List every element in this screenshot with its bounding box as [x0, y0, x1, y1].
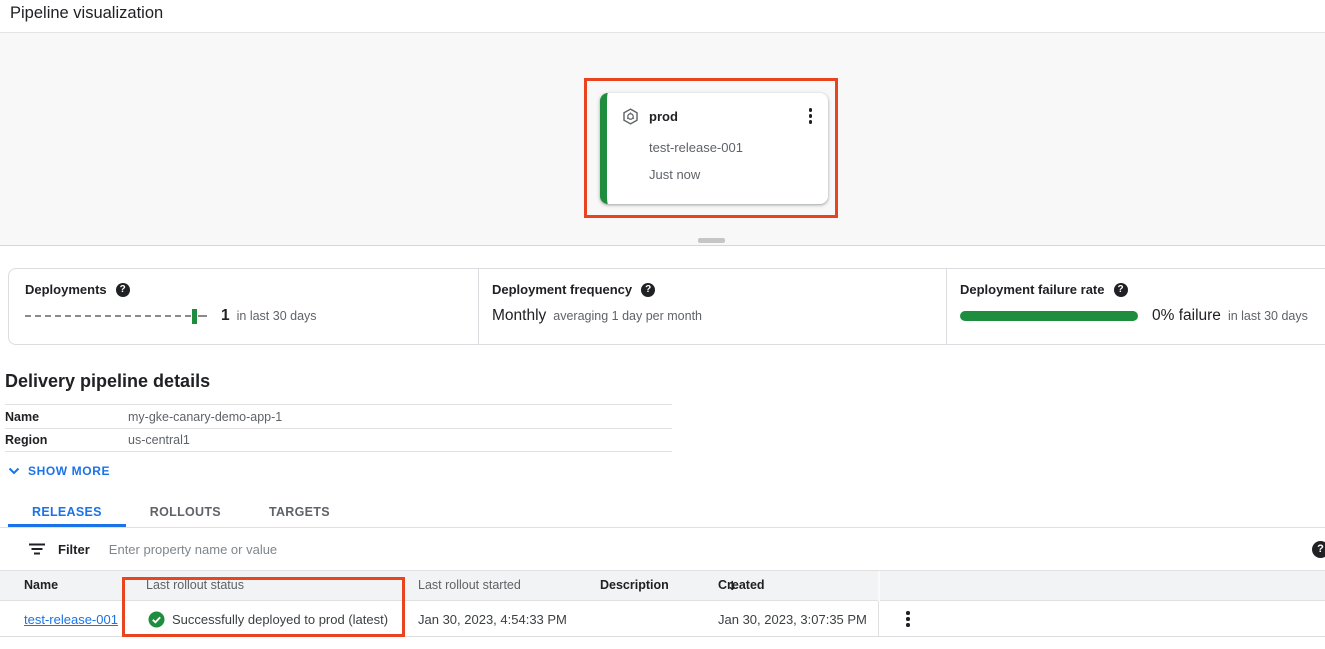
annotation-highlight-box-card: [584, 78, 838, 218]
card-more-options-button[interactable]: [805, 105, 817, 127]
target-card-header: prod: [622, 105, 816, 127]
deployments-help-icon[interactable]: ?: [115, 282, 130, 297]
metric-deployments: Deployments ? 1 in last 30 days: [9, 269, 478, 344]
metric-failure-rate: Deployment failure rate ? 0% failure in …: [946, 269, 1325, 344]
card-deploy-time: Just now: [649, 167, 701, 183]
details-heading: Delivery pipeline details: [5, 371, 211, 391]
gke-cluster-icon: [623, 107, 638, 125]
details-region-label: Region: [5, 433, 48, 447]
column-header-description[interactable]: Description: [600, 578, 669, 592]
details-region-value: us-central1: [128, 433, 190, 447]
row-column-divider: [878, 601, 879, 637]
filter-input[interactable]: [108, 541, 1009, 557]
details-name-label: Name: [5, 409, 40, 424]
releases-table-header: Name Last rollout status Last rollout st…: [0, 571, 1325, 601]
show-more-label: SHOW MORE: [28, 464, 111, 478]
deployments-sparkline-bar: [192, 308, 197, 324]
kebab-icon: [808, 107, 812, 125]
created-cell: Jan 30, 2023, 3:07:35 PM: [718, 611, 867, 627]
tab-bar: RELEASES ROLLOUTS TARGETS: [0, 498, 1325, 528]
failure-rate-help-icon[interactable]: ?: [1113, 282, 1128, 297]
metric-frequency: Deployment frequency ? Monthly averaging…: [478, 269, 946, 344]
metric-failure-rate-suffix: in last 30 days: [1227, 309, 1308, 323]
show-more-button[interactable]: SHOW MORE: [8, 464, 110, 478]
details-row-name: Name my-gke-canary-demo-app-1: [5, 404, 672, 428]
details-row-region: Region us-central1: [5, 428, 672, 452]
rollout-started-cell: Jan 30, 2023, 4:54:33 PM: [418, 611, 567, 627]
filter-bar: Filter ?: [0, 528, 1325, 571]
metric-deployments-label: Deployments: [25, 282, 107, 297]
tab-rollouts[interactable]: ROLLOUTS: [149, 505, 221, 519]
success-check-icon: [148, 611, 165, 627]
column-header-last-rollout-started: Last rollout started: [418, 578, 521, 592]
metric-failure-rate-value: 0% failure: [1152, 307, 1221, 324]
frequency-help-icon[interactable]: ?: [641, 282, 656, 297]
header-column-divider: [878, 571, 880, 601]
page-title: Pipeline visualization: [10, 4, 164, 22]
column-header-name[interactable]: Name: [24, 578, 59, 592]
deployments-sparkline-dashed: [25, 315, 191, 317]
filter-label[interactable]: Filter: [58, 541, 90, 557]
release-link[interactable]: test-release-001: [24, 611, 118, 627]
rollout-status-text: Successfully deployed to prod (latest): [172, 611, 389, 627]
metric-frequency-label: Deployment frequency: [492, 282, 633, 297]
kebab-icon: [906, 610, 910, 628]
filter-list-icon[interactable]: [29, 543, 45, 555]
metric-frequency-value: Monthly: [492, 307, 547, 324]
deployments-sparkline-dashed-end: [198, 315, 207, 317]
table-row: test-release-001 Successfully deployed t…: [0, 601, 1325, 637]
canvas-resize-handle[interactable]: [698, 238, 725, 243]
failure-rate-bar: [960, 311, 1138, 321]
card-release-name: test-release-001: [649, 140, 743, 156]
metric-frequency-suffix: averaging 1 day per month: [553, 309, 702, 323]
details-table: Name my-gke-canary-demo-app-1 Region us-…: [5, 404, 672, 452]
sort-descending-icon: ↓: [727, 578, 738, 593]
chevron-down-icon: [8, 467, 20, 475]
details-name-value: my-gke-canary-demo-app-1: [128, 409, 283, 424]
created-header-label: Created: [718, 578, 765, 592]
target-card-prod[interactable]: prod test-release-001 Just now: [600, 93, 828, 204]
metric-deployments-value: 1: [221, 307, 230, 324]
release-name-cell: test-release-001: [24, 601, 118, 637]
row-more-options-button[interactable]: [896, 601, 920, 637]
tab-releases[interactable]: RELEASES: [8, 498, 126, 527]
column-header-last-rollout-status: Last rollout status: [146, 578, 244, 592]
metric-failure-rate-label: Deployment failure rate: [960, 282, 1105, 297]
pipeline-canvas: prod test-release-001 Just now: [0, 32, 1325, 246]
rollout-status-cell: Successfully deployed to prod (latest): [148, 601, 388, 637]
metric-deployments-suffix: in last 30 days: [236, 309, 317, 323]
filter-help-icon[interactable]: ?: [1312, 541, 1325, 558]
tab-targets[interactable]: TARGETS: [268, 505, 330, 519]
metrics-strip: Deployments ? 1 in last 30 days Deployme…: [8, 268, 1325, 345]
target-name: prod: [649, 108, 678, 124]
